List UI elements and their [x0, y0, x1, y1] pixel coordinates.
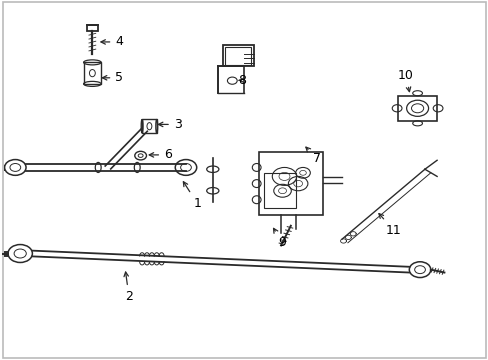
Text: 1: 1	[183, 182, 201, 210]
Text: 11: 11	[378, 213, 401, 237]
Bar	[259, 152, 322, 215]
Text: 8: 8	[238, 74, 245, 87]
Bar	[397, 96, 436, 121]
Text: 7: 7	[305, 147, 320, 165]
Bar	[222, 45, 254, 66]
Bar	[86, 26, 98, 31]
Text: 5: 5	[102, 71, 123, 84]
Bar	[264, 173, 295, 208]
Bar	[225, 46, 251, 64]
Text: 2: 2	[124, 272, 133, 303]
Text: 4: 4	[101, 35, 123, 49]
Text: 3: 3	[158, 118, 182, 131]
Bar	[83, 62, 101, 84]
Text: 9: 9	[273, 228, 286, 249]
Text: 10: 10	[397, 69, 413, 92]
Bar	[142, 120, 157, 133]
Text: 6: 6	[149, 148, 172, 161]
